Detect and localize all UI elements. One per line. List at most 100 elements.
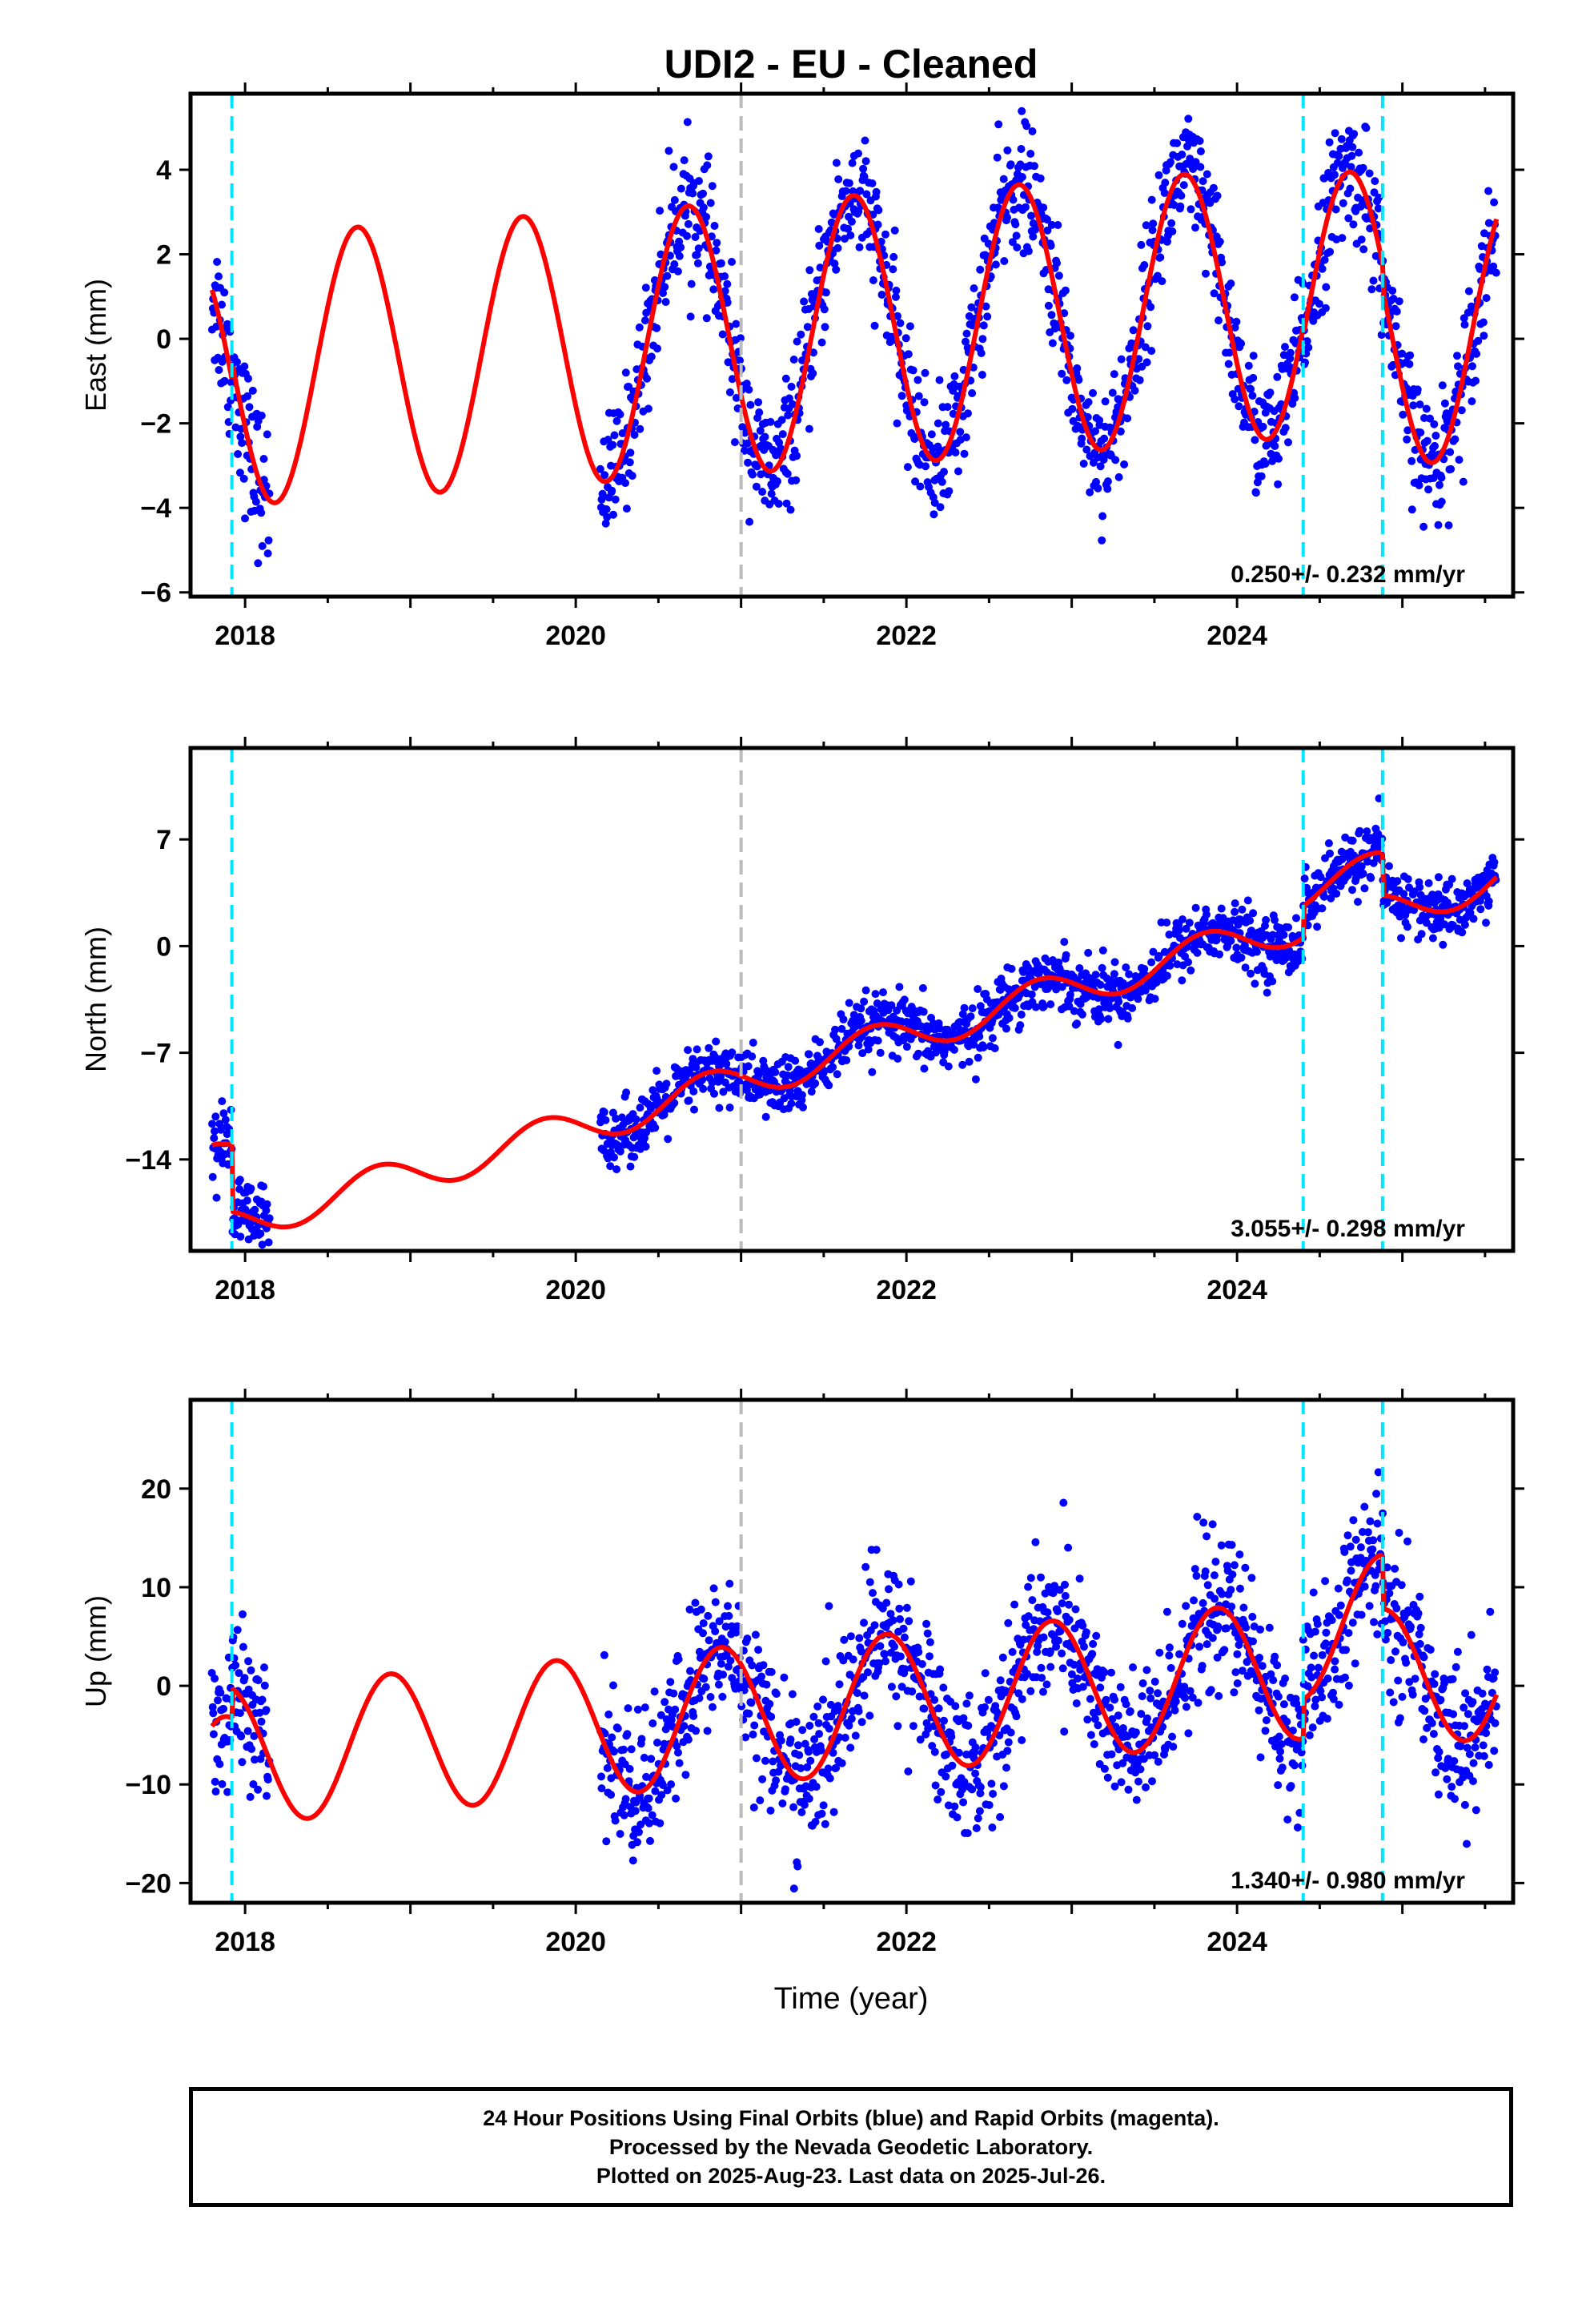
east-data-point bbox=[661, 298, 670, 306]
up-data-point bbox=[920, 1704, 929, 1713]
east-data-point bbox=[609, 510, 617, 519]
up-data-point bbox=[1218, 1590, 1227, 1598]
up-data-point bbox=[769, 1757, 777, 1766]
east-data-point bbox=[263, 549, 272, 558]
east-data-point bbox=[600, 471, 609, 480]
east-data-point bbox=[1395, 297, 1403, 306]
east-data-point bbox=[1415, 481, 1423, 489]
east-data-point bbox=[1215, 237, 1224, 246]
east-data-point bbox=[889, 252, 898, 261]
east-data-point bbox=[1083, 412, 1092, 421]
up-data-point bbox=[1137, 1710, 1146, 1719]
east-data-point bbox=[897, 392, 906, 400]
up-data-point bbox=[1334, 1584, 1343, 1593]
east-data-point bbox=[1114, 472, 1123, 481]
up-data-point bbox=[1060, 1727, 1069, 1736]
up-data-point bbox=[223, 1787, 232, 1796]
north-data-point bbox=[1355, 826, 1364, 835]
up-data-point bbox=[839, 1656, 848, 1665]
north-data-point bbox=[636, 1104, 644, 1112]
east-data-point bbox=[608, 486, 616, 495]
north-data-point bbox=[211, 1127, 219, 1136]
east-data-point bbox=[934, 419, 942, 428]
up-data-point bbox=[1322, 1628, 1331, 1637]
east-data-point bbox=[1018, 173, 1026, 181]
east-data-point bbox=[677, 243, 685, 251]
east-data-point bbox=[816, 263, 825, 272]
up-data-point bbox=[1092, 1631, 1101, 1640]
north-data-point bbox=[616, 1147, 624, 1156]
north-data-point bbox=[1017, 1010, 1026, 1019]
up-data-point bbox=[628, 1856, 637, 1865]
up-data-point bbox=[260, 1663, 268, 1672]
up-data-point bbox=[1165, 1643, 1174, 1652]
east-data-point bbox=[1213, 191, 1222, 200]
up-data-point bbox=[208, 1703, 217, 1711]
east-data-point bbox=[1147, 347, 1156, 356]
up-data-point bbox=[1143, 1714, 1151, 1723]
up-data-point bbox=[721, 1638, 729, 1647]
up-data-point bbox=[613, 1724, 622, 1733]
up-data-point bbox=[1491, 1719, 1500, 1727]
north-data-point bbox=[1393, 877, 1402, 886]
up-model-line bbox=[1379, 1554, 1500, 1743]
up-data-point bbox=[812, 1783, 821, 1791]
north-data-point bbox=[1110, 958, 1119, 967]
east-data-point bbox=[1284, 438, 1292, 447]
up-data-point bbox=[648, 1811, 656, 1819]
up-data-point bbox=[1028, 1596, 1037, 1605]
up-data-point bbox=[789, 1803, 798, 1811]
north-data-point bbox=[1096, 980, 1105, 989]
east-data-point bbox=[862, 190, 871, 199]
east-data-point bbox=[663, 271, 672, 280]
north-data-point bbox=[1078, 1010, 1086, 1019]
up-data-point bbox=[772, 1690, 781, 1699]
north-data-point bbox=[606, 1162, 615, 1171]
north-data-point bbox=[1231, 907, 1239, 916]
up-data-point bbox=[633, 1705, 642, 1714]
east-data-point bbox=[732, 393, 741, 402]
up-data-point bbox=[597, 1784, 606, 1793]
up-data-point bbox=[968, 1785, 977, 1794]
east-data-point bbox=[1259, 422, 1267, 431]
north-data-point bbox=[1091, 971, 1100, 979]
north-plot-frame bbox=[188, 746, 1516, 1253]
east-data-point bbox=[859, 164, 868, 173]
north-data-point bbox=[719, 1088, 728, 1096]
up-data-point bbox=[1392, 1604, 1401, 1613]
east-data-point bbox=[1096, 462, 1105, 471]
up-data-point bbox=[772, 1776, 781, 1785]
up-data-point bbox=[1108, 1715, 1117, 1723]
up-data-point bbox=[633, 1838, 641, 1847]
up-data-point bbox=[695, 1694, 704, 1703]
up-data-point bbox=[1329, 1688, 1337, 1697]
up-data-point bbox=[942, 1750, 951, 1759]
up-data-point bbox=[659, 1781, 667, 1789]
east-data-point bbox=[1215, 316, 1223, 325]
up-data-point bbox=[1431, 1670, 1439, 1679]
north-data-point bbox=[1046, 1000, 1055, 1009]
east-data-point bbox=[1453, 352, 1461, 360]
up-data-point bbox=[829, 1807, 838, 1816]
up-data-point bbox=[1004, 1618, 1013, 1627]
up-data-point bbox=[1459, 1773, 1468, 1782]
north-data-point bbox=[1428, 934, 1437, 943]
east-data-point bbox=[223, 320, 231, 328]
east-rate-label: 0.250+/- 0.232 mm/yr bbox=[1231, 561, 1465, 588]
east-data-point bbox=[1094, 484, 1102, 493]
east-data-point bbox=[248, 386, 257, 395]
east-data-point bbox=[1022, 203, 1030, 211]
east-data-point bbox=[1347, 163, 1355, 171]
up-data-point bbox=[697, 1605, 705, 1614]
up-data-point bbox=[711, 1598, 720, 1606]
east-data-point bbox=[1290, 293, 1299, 302]
east-data-point bbox=[1225, 348, 1234, 357]
north-data-point bbox=[960, 1003, 969, 1012]
up-data-point bbox=[1365, 1602, 1374, 1610]
east-data-point bbox=[670, 260, 679, 268]
east-data-point bbox=[978, 335, 987, 344]
east-data-point bbox=[1257, 472, 1266, 480]
north-data-point bbox=[1318, 904, 1327, 913]
up-data-point bbox=[624, 1704, 632, 1713]
up-data-point bbox=[869, 1589, 877, 1598]
